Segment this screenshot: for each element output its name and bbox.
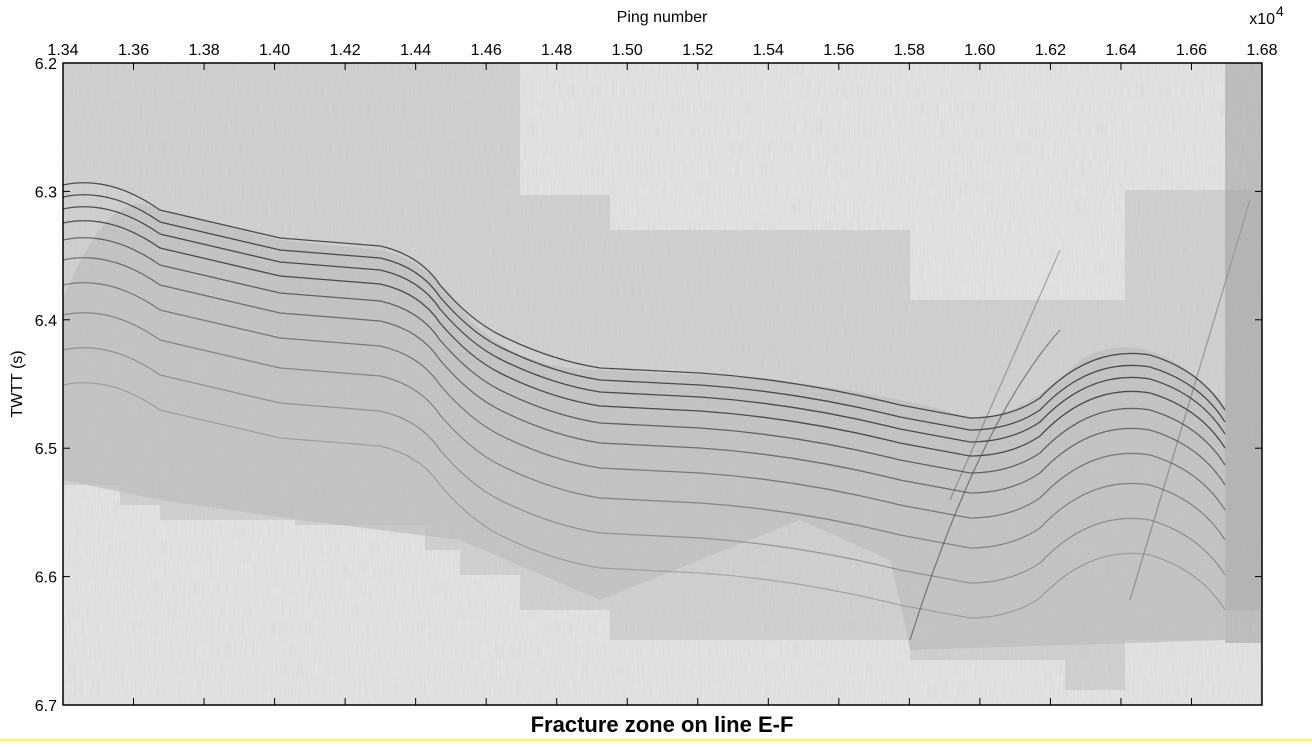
x-axis-label: Ping number xyxy=(617,9,708,26)
y-tick-label: 6.3 xyxy=(35,184,57,201)
x-tick-label: 1.52 xyxy=(682,42,713,59)
x-tick-label: 1.62 xyxy=(1035,42,1066,59)
x-tick-label: 1.58 xyxy=(894,42,925,59)
x-tick-label: 1.66 xyxy=(1176,42,1207,59)
x-tick-label: 1.34 xyxy=(47,42,78,59)
x-scale-exponent: 4 xyxy=(1276,3,1284,19)
x-tick-label: 1.56 xyxy=(823,42,854,59)
x-tick-label: 1.42 xyxy=(330,42,361,59)
x-tick-label: 1.38 xyxy=(188,42,219,59)
seismic-image xyxy=(63,63,1262,705)
plot-frame xyxy=(62,62,1263,706)
x-tick-label: 1.48 xyxy=(541,42,572,59)
y-tick-label: 6.2 xyxy=(35,56,57,73)
x-tick-label: 1.40 xyxy=(259,42,290,59)
x-tick-label: 1.50 xyxy=(612,42,643,59)
x-tick-label: 1.64 xyxy=(1105,42,1136,59)
x-tick-label: 1.60 xyxy=(964,42,995,59)
x-tick-label: 1.44 xyxy=(400,42,431,59)
y-tick-label: 6.6 xyxy=(35,570,57,587)
x-tick-label: 1.36 xyxy=(118,42,149,59)
y-axis-label: TWTT (s) xyxy=(9,350,26,417)
x-tick-label: 1.46 xyxy=(471,42,502,59)
chart-title: Fracture zone on line E-F xyxy=(531,712,794,737)
x-scale-label: x10 xyxy=(1249,11,1275,28)
y-tick-label: 6.4 xyxy=(35,313,57,330)
y-tick-label: 6.5 xyxy=(35,441,57,458)
x-tick-label: 1.54 xyxy=(753,42,784,59)
y-tick-label: 6.7 xyxy=(35,698,57,715)
x-tick-label: 1.68 xyxy=(1246,42,1277,59)
